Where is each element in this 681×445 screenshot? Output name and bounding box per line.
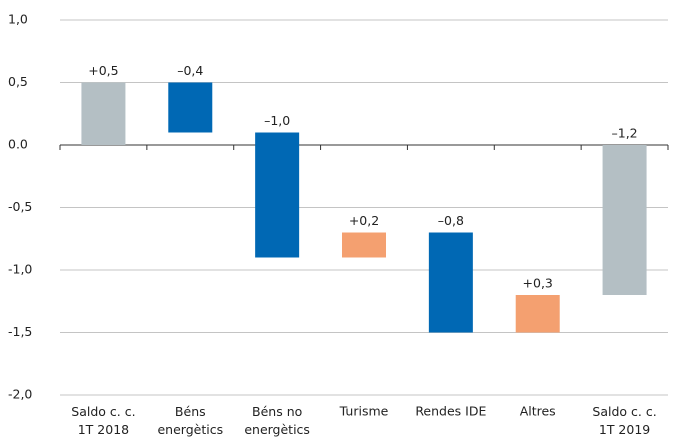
bar: [342, 232, 386, 258]
value-label: –0,4: [177, 63, 203, 78]
y-tick-label: 0,5: [8, 74, 28, 89]
x-tick-label: Rendes IDE: [415, 404, 486, 419]
y-tick-label: 1,0: [8, 12, 28, 27]
y-tick-label: -1,0: [8, 262, 32, 277]
value-label: –1,2: [612, 126, 638, 141]
x-tick-label: Béns energètics: [157, 404, 223, 437]
bar: [602, 145, 647, 295]
value-label: –0,8: [438, 213, 464, 228]
x-tick-label: Béns no energètics: [244, 404, 310, 437]
x-tick-label: Altres: [520, 404, 556, 419]
bar: [428, 232, 473, 333]
bar: [168, 82, 213, 133]
value-label: +0,5: [88, 63, 118, 78]
x-tick-label: Saldo c. c. 1T 2018: [71, 404, 135, 437]
value-label: +0,3: [523, 276, 553, 291]
y-tick-label: -1,5: [8, 324, 32, 339]
y-tick-label: 0.0: [8, 137, 28, 152]
value-label: –1,0: [264, 113, 290, 128]
bar: [81, 82, 126, 145]
bar: [515, 295, 560, 333]
value-label: +0,2: [349, 213, 379, 228]
x-tick-label: Saldo c. c. 1T 2019: [592, 404, 656, 437]
bar: [255, 132, 300, 258]
y-tick-label: -0,5: [8, 199, 32, 214]
x-tick-label: Turisme: [339, 404, 389, 419]
y-tick-label: -2,0: [8, 387, 32, 402]
